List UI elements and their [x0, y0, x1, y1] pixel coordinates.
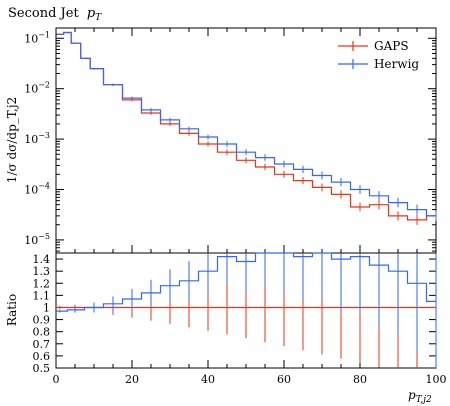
legend-label-gaps: GAPS: [374, 39, 409, 53]
ratio-y-tick-label: 1.2: [33, 277, 51, 290]
ratio-y-tick-label: 0.6: [33, 350, 51, 363]
x-tick-label: 20: [125, 373, 139, 386]
x-tick-label: 60: [277, 373, 291, 386]
main-y-tick-label: 10−1: [24, 30, 50, 45]
ratio-y-tick-label: 0.5: [33, 362, 51, 375]
ratio-series-herwig: [56, 252, 436, 312]
ratio-y-tick-label: 0.8: [33, 326, 51, 339]
main-y-tick-label: 10−5: [24, 232, 50, 247]
ratio-y-tick-label: 1.1: [33, 289, 51, 302]
ratio-y-ticks: 0.50.60.70.80.911.11.21.31.4: [33, 253, 436, 375]
main-y-tick-label: 10−3: [24, 131, 50, 146]
legend-label-herwig: Herwig: [374, 57, 419, 71]
ratio-y-tick-label: 1.4: [33, 253, 51, 266]
ratio-y-tick-label: 0.7: [33, 338, 51, 351]
ratio-y-axis-label: Ratio: [5, 294, 19, 326]
main-y-axis-label: 1/σ dσ/dp_T,j2: [5, 97, 19, 183]
main-y-tick-label: 10−2: [24, 81, 50, 96]
legend: GAPS Herwig: [338, 39, 419, 71]
x-tick-label: 100: [426, 373, 447, 386]
x-axis-label: pT,j2: [408, 388, 432, 405]
main-series-layer: [56, 31, 437, 225]
ratio-series-layer: [56, 252, 437, 368]
main-series-herwig: [56, 31, 436, 217]
x-tick-label: 0: [53, 373, 60, 386]
ratio-y-tick-label: 0.9: [33, 314, 51, 327]
ratio-y-tick-label: 1: [43, 301, 50, 314]
ratio-plot-panel: 0.50.60.70.80.911.11.21.31.4 0 20 40 60 80 10…: [5, 28, 447, 405]
main-y-tick-label: 10−4: [24, 182, 50, 197]
main-y-ticks: 10−1 10−2 10−3 10−4 10−5: [24, 30, 436, 252]
x-tick-label: 80: [353, 373, 367, 386]
main-plot-panel: 10−1 10−2 10−3 10−4 10−5 1/σ dσ/dp_T,j2: [5, 27, 437, 254]
ratio-y-tick-label: 1.3: [33, 265, 51, 278]
ratio-x-ticks: 0 20 40 60 80 100: [53, 28, 447, 386]
x-tick-label: 40: [201, 373, 215, 386]
chart-title: Second Jet pT: [8, 6, 102, 23]
